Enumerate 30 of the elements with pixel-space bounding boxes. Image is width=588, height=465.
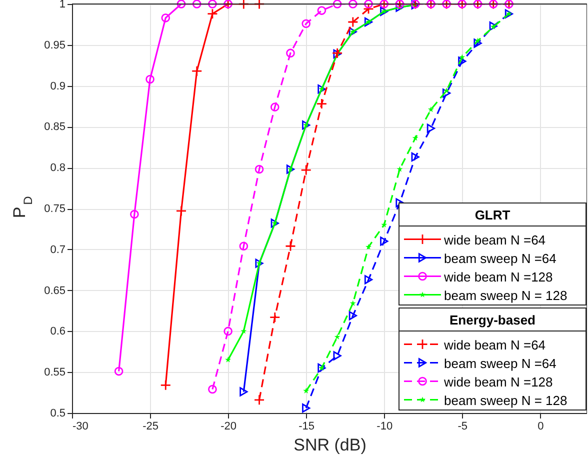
y-tick-label: 0.95	[44, 39, 66, 52]
y-tick-label: 0.65	[44, 284, 66, 297]
legend-label: beam sweep N =64	[444, 356, 556, 371]
legend-label: beam sweep N = 128	[444, 392, 568, 408]
legend-label: wide beam N =128	[443, 374, 553, 390]
legend-label: wide beam N =64	[443, 232, 546, 248]
legend-label: wide beam N =64	[443, 337, 546, 352]
x-axis-title: SNR (dB)	[294, 436, 366, 454]
y-tick-label: 0.75	[44, 203, 66, 215]
annotation: GLRT	[474, 208, 510, 222]
y-tick-label: 0.7	[50, 244, 66, 256]
y-tick-label: 0.6	[50, 326, 66, 338]
x-tick-label: -25	[142, 420, 158, 432]
annotation: Energy-based	[450, 312, 536, 328]
legend-label: wide beam N =128	[443, 269, 553, 284]
legend-label: beam sweep N =64	[444, 250, 556, 266]
x-tick-label: -10	[376, 420, 393, 432]
y-tick-label: 1	[59, 0, 66, 10]
y-tick-label: 0.85	[44, 121, 66, 134]
legend-label: beam sweep N = 128	[444, 288, 568, 303]
x-tick-label: -5	[458, 420, 468, 432]
x-tick-label: -20	[220, 420, 237, 432]
x-tick-label: -15	[298, 420, 315, 432]
y-tick-label: 0.9	[50, 80, 66, 92]
y-tick-label: 0.55	[44, 366, 66, 379]
y-axis-title: PD	[10, 196, 35, 218]
y-tick-label: 0.5	[50, 408, 66, 420]
x-tick-label: -30	[72, 420, 88, 432]
x-tick-label: 0	[538, 420, 544, 432]
y-tick-label: 0.8	[50, 162, 66, 174]
